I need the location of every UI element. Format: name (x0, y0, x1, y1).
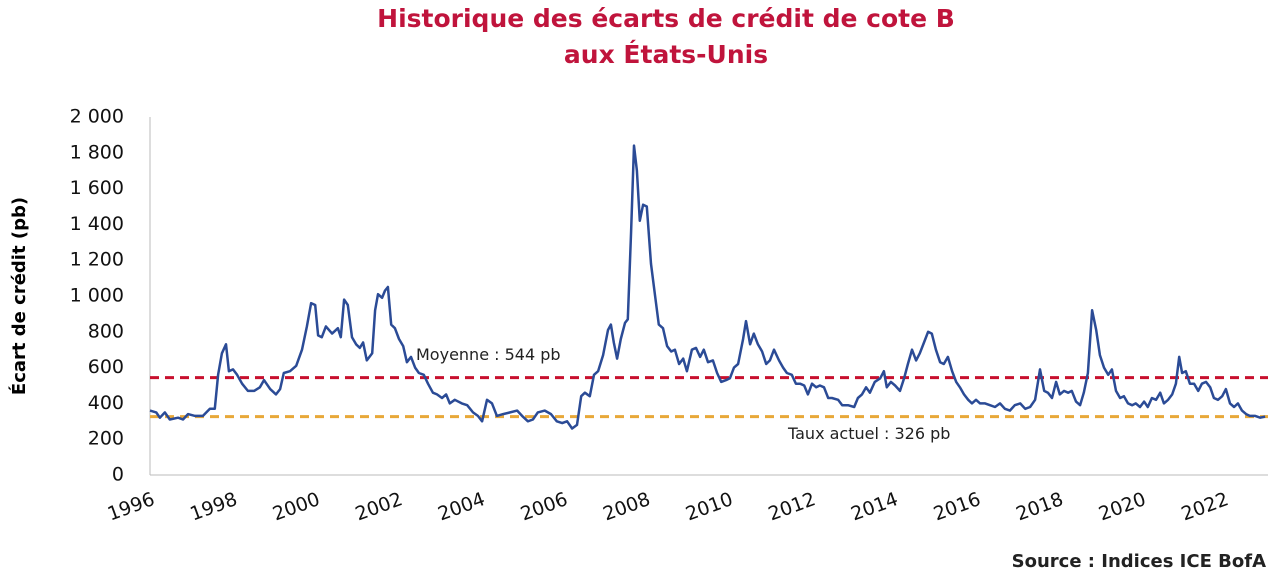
y-axis-label: Écart de crédit (pb) (8, 197, 30, 395)
y-tick-label: 600 (88, 356, 124, 378)
chart-title: Historique des écarts de crédit de cote … (377, 4, 955, 33)
x-tick-label: 2020 (1096, 488, 1149, 525)
y-tick-label: 800 (88, 320, 124, 342)
chart-title: aux États-Unis (564, 40, 768, 69)
data-line (149, 144, 1266, 430)
x-tick-label: 2012 (765, 488, 818, 525)
y-tick-label: 0 (112, 464, 124, 486)
x-tick-label: 2022 (1178, 488, 1231, 525)
x-tick-label: 2018 (1013, 488, 1066, 525)
y-tick-label: 200 (88, 428, 124, 450)
x-tick-label: 2008 (600, 488, 653, 525)
x-tick-label: 2016 (931, 488, 984, 525)
y-tick-label: 400 (88, 392, 124, 414)
y-tick-label: 2 000 (70, 106, 124, 128)
y-tick-label: 1 200 (70, 249, 124, 271)
y-tick-label: 1 400 (70, 213, 124, 235)
x-tick-label: 2004 (435, 488, 488, 525)
x-tick-label: 1998 (187, 488, 240, 525)
y-tick-label: 1 600 (70, 177, 124, 199)
x-tick-label: 2002 (352, 488, 405, 525)
x-tick-label: 1996 (105, 488, 158, 525)
reference-label: Taux actuel : 326 pb (787, 424, 950, 443)
y-tick-label: 1 000 (70, 285, 124, 307)
x-tick-label: 2014 (848, 488, 901, 525)
reference-label: Moyenne : 544 pb (416, 345, 561, 364)
y-tick-label: 1 800 (70, 141, 124, 163)
x-tick-label: 2010 (683, 488, 736, 525)
x-tick-label: 2006 (518, 488, 571, 525)
x-tick-label: 2000 (270, 488, 323, 525)
source: Source : Indices ICE BofA (1012, 551, 1266, 572)
